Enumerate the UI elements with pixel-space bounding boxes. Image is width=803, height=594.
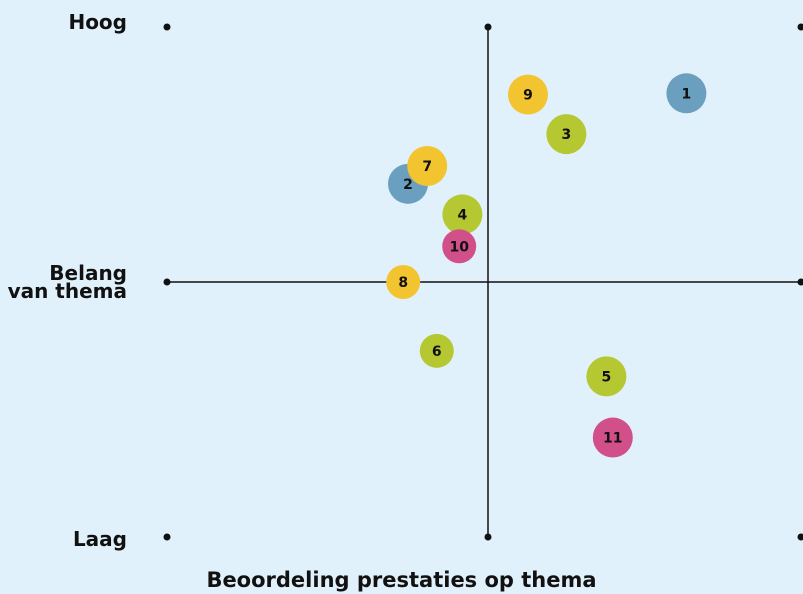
y-top-label: Hoog [68,10,127,34]
point-8: 8 [386,265,421,299]
point-label: 3 [562,127,572,143]
axis-dot [484,23,492,31]
point-4: 4 [442,194,483,235]
y-mid-label-line-2: van thema [7,279,127,303]
point-6: 6 [419,333,454,368]
axis-dot [797,278,803,286]
y-bottom-label: Laag [72,527,127,551]
point-label: 10 [449,239,469,255]
point-label: 4 [458,207,468,223]
axis-dot [797,23,803,31]
bubbles-layer: 1 2 3 4 5 6 7 8 9 10 11 [386,73,707,458]
axis-dot [797,533,803,541]
point-label: 5 [602,369,612,385]
point-label: 6 [432,344,442,360]
point-label: 11 [603,431,622,447]
y-mid-label-line-1: Belang [49,261,127,285]
point-marker [442,194,483,235]
x-axis-label: Beoordeling prestaties op thema [206,568,597,592]
point-7: 7 [407,145,448,186]
axis-dot [484,533,492,541]
point-marker [386,265,421,299]
point-11: 11 [592,417,633,458]
y-mid-label: Belang van thema [7,261,127,303]
point-marker [666,73,707,114]
point-marker [419,333,454,368]
point-marker [508,74,548,115]
point-3: 3 [546,114,587,155]
point-label: 2 [403,177,413,193]
point-marker [407,145,448,186]
point-1: 1 [666,73,707,114]
point-marker [586,356,627,397]
point-5: 5 [586,356,627,397]
axis-dot [163,533,171,541]
point-marker [592,417,633,458]
point-marker [546,114,587,155]
point-label: 9 [523,88,533,104]
axis-dot [163,278,171,286]
point-9: 9 [508,74,548,115]
axis-dot [163,23,171,31]
point-marker [442,229,477,264]
point-label: 1 [682,86,692,102]
point-label: 7 [422,159,432,175]
point-label: 8 [398,275,408,291]
point-10: 10 [442,229,477,264]
